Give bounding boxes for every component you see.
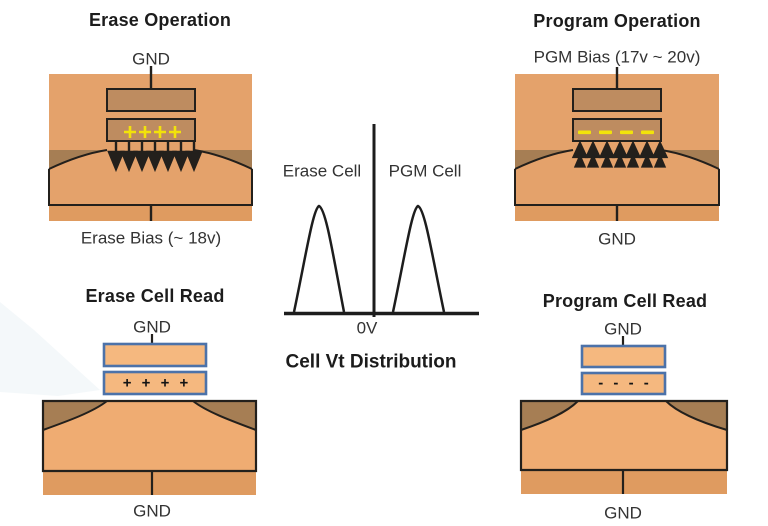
- electron-injection-arrows-up: [571, 140, 669, 168]
- chart-zero-volt-label: 0V: [356, 318, 378, 338]
- chart-title: Cell Vt Distribution: [285, 351, 457, 373]
- junction-curve-left: [48, 149, 108, 170]
- program-cell-read-charge-row: - - - -: [598, 374, 652, 392]
- erase-cell-read-bottom-terminal: GND: [133, 501, 171, 521]
- erase-cell-read-charge-row: + + + +: [122, 374, 192, 392]
- floating-gate: [580, 371, 667, 396]
- pgm-cell-distribution-curve: [391, 204, 446, 313]
- erase-operation-bottom-terminal: Erase Bias (~ 18v): [80, 228, 222, 248]
- erase-operation-top-terminal: GND: [132, 49, 170, 69]
- substrate-bottom-strip: [43, 471, 256, 495]
- erase-cell-distribution-curve: [292, 204, 346, 313]
- erase-operation-device: [48, 66, 253, 221]
- erase-cell-read-device: [41, 334, 258, 495]
- diffusion-well-right: [193, 401, 256, 430]
- program-cell-read-title: Program Cell Read: [542, 291, 708, 311]
- diffusion-well-left: [521, 401, 578, 430]
- program-cell-read-bottom-terminal: GND: [604, 503, 642, 523]
- floating-gate: [102, 370, 208, 396]
- diffusion-well-left: [43, 401, 107, 430]
- watermark: [0, 302, 100, 396]
- control-gate: [572, 88, 662, 112]
- erase-cell-read-title: Erase Cell Read: [85, 286, 225, 306]
- junction-curve-right: [665, 400, 728, 431]
- control-gate: [106, 88, 196, 112]
- control-gate: [102, 342, 208, 368]
- chart-erase-cell-label: Erase Cell: [282, 161, 362, 181]
- program-operation-device: [514, 67, 720, 221]
- vt-distribution-chart: [284, 124, 479, 317]
- floating-gate: [572, 118, 662, 142]
- junction-curve-left: [42, 400, 108, 431]
- diffusion-well-right: [666, 401, 727, 430]
- erase-operation-title: Erase Operation: [88, 10, 232, 30]
- substrate-outline: [519, 399, 729, 472]
- program-operation-bottom-terminal: GND: [598, 229, 636, 249]
- erase-cell-read-top-terminal: GND: [133, 317, 171, 337]
- control-gate: [580, 344, 667, 369]
- channel-region: [49, 150, 252, 173]
- program-operation-top-terminal: PGM Bias (17v ~ 20v): [533, 47, 701, 67]
- positive-charge-symbols: [124, 126, 181, 138]
- chart-pgm-cell-label: PGM Cell: [388, 161, 462, 181]
- junction-curve-left: [514, 149, 574, 170]
- junction-curve-right: [192, 400, 257, 431]
- floating-gate: [106, 118, 196, 142]
- program-operation-title: Program Operation: [533, 11, 701, 31]
- junction-curve-right: [660, 149, 720, 170]
- program-cell-read-top-terminal: GND: [604, 319, 642, 339]
- program-cell-read-device: [519, 336, 729, 494]
- electron-ejection-arrows-down: [107, 141, 203, 173]
- junction-curve-left: [520, 400, 579, 431]
- negative-charge-symbols: [578, 130, 654, 135]
- substrate-outline: [41, 399, 258, 473]
